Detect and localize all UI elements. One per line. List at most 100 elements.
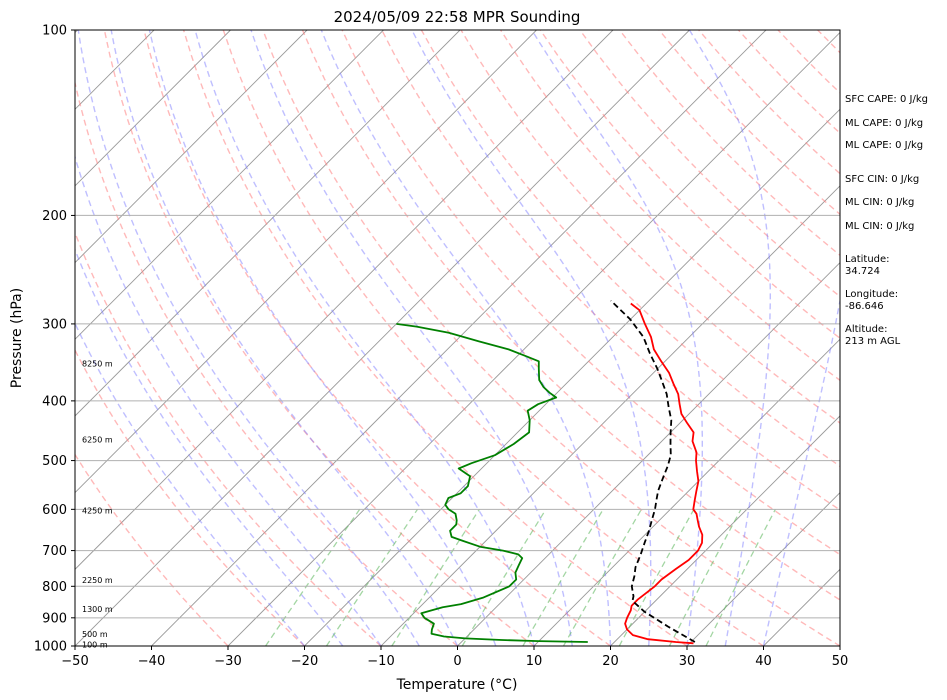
isotherm-line <box>75 30 384 340</box>
moist-adiabat <box>762 297 840 646</box>
sfc-cape-label: SFC CAPE: 0 J/kg <box>845 94 928 105</box>
moist-adiabat <box>250 30 573 646</box>
y-tick-label: 200 <box>42 209 67 224</box>
x-tick-label: 20 <box>602 654 619 669</box>
height-label: 6250 m <box>82 435 113 444</box>
height-labels: 100 m 500 m 1300 m 2250 m 4250 m 6250 m 8250 m <box>82 360 113 650</box>
y-axis-label: Pressure (hPa) <box>9 288 25 388</box>
height-label: 4250 m <box>82 507 113 516</box>
station-info: Latitude: 34.724 Longitude: -86.646 Alti… <box>845 254 901 347</box>
y-tick-label: 500 <box>42 454 67 469</box>
isotherm-line <box>75 30 537 494</box>
ml-cape-label: ML CAPE: 0 J/kg <box>845 118 923 129</box>
temperature-profile <box>624 302 704 645</box>
isotherm-line <box>151 30 767 646</box>
dry-adiabat <box>143 30 611 646</box>
parcel-path <box>610 299 696 643</box>
isotherm-line <box>533 338 840 646</box>
latitude-value: 34.724 <box>845 266 880 277</box>
plot-frame <box>74 29 841 647</box>
chart-title: 2024/05/09 22:58 MPR Sounding <box>334 8 581 26</box>
mixing-ratio-line <box>668 508 742 646</box>
moist-adiabat <box>531 30 703 646</box>
x-axis: −50 −40 −30 −20 −10 0 10 20 30 40 50 <box>61 646 848 669</box>
background-lines <box>0 30 840 646</box>
y-tick-label: 1000 <box>34 640 67 655</box>
dry-adiabat <box>75 348 305 646</box>
x-tick-label: 30 <box>679 654 696 669</box>
moist-adiabat <box>110 30 459 646</box>
isotherm-line <box>75 30 461 417</box>
height-label: 1300 m <box>82 605 113 614</box>
dry-adiabat <box>75 230 382 646</box>
x-tick-label: −20 <box>291 654 318 669</box>
x-tick-label: −50 <box>61 654 88 669</box>
mixing-ratio-line <box>461 508 547 646</box>
isotherm-line <box>610 415 840 646</box>
moist-adiabat <box>77 30 420 646</box>
x-tick-label: 0 <box>453 654 461 669</box>
isotherm-line <box>75 30 614 570</box>
height-label: 500 m <box>82 630 108 639</box>
dry-adiabat <box>75 80 458 646</box>
mixing-ratio-line <box>325 508 419 646</box>
isotherm-line <box>686 491 840 646</box>
moist-adiabat <box>75 247 344 646</box>
moist-adiabat <box>411 30 652 646</box>
ml-cin-label: ML CIN: 0 J/kg <box>845 197 914 208</box>
mixing-ratio-line <box>265 508 361 646</box>
ml-cin-label-2: ML CIN: 0 J/kg <box>845 221 914 232</box>
y-tick-label: 700 <box>42 544 67 559</box>
isotherm-line <box>75 30 690 646</box>
moist-adiabat <box>688 30 771 646</box>
y-tick-label: 400 <box>42 394 67 409</box>
altitude-label: Altitude: <box>845 324 887 335</box>
y-tick-label: 100 <box>42 24 67 39</box>
x-tick-label: 40 <box>755 654 772 669</box>
longitude-label: Longitude: <box>845 289 898 300</box>
isotherm-line <box>0 30 1 646</box>
stability-indices: SFC CAPE: 0 J/kg ML CAPE: 0 J/kg ML CAPE… <box>845 94 928 232</box>
y-tick-label: 300 <box>42 317 67 332</box>
moist-adiabat <box>194 30 535 646</box>
dry-adiabat <box>262 30 840 646</box>
latitude-label: Latitude: <box>845 254 890 265</box>
moist-adiabat <box>320 30 612 646</box>
pressure-grid <box>75 29 840 647</box>
y-axis: 100 200 300 400 500 600 700 800 900 1000 <box>34 24 75 655</box>
isotherm-line <box>457 261 840 646</box>
isotherm-line <box>75 30 308 264</box>
x-tick-label: −10 <box>367 654 394 669</box>
isotherm-line <box>227 31 840 646</box>
height-label: 8250 m <box>82 360 113 369</box>
mixing-ratio-line <box>618 508 695 646</box>
x-tick-label: 10 <box>526 654 543 669</box>
moist-adiabat <box>75 154 382 646</box>
dry-adiabat <box>579 30 840 298</box>
dry-adiabat <box>103 30 535 646</box>
dry-adiabat <box>222 30 764 646</box>
x-tick-label: −40 <box>138 654 165 669</box>
dry-adiabat <box>75 453 229 646</box>
mixing-ratio-line <box>705 508 776 646</box>
dewpoint-profile <box>396 323 588 643</box>
ml-cape-label-2: ML CAPE: 0 J/kg <box>845 140 923 151</box>
series-layer <box>396 299 704 645</box>
moist-adiabat <box>148 30 497 646</box>
mixing-ratio-line <box>562 508 642 646</box>
x-tick-label: −30 <box>214 654 241 669</box>
dry-adiabat <box>182 30 688 646</box>
y-tick-label: 600 <box>42 503 67 518</box>
mixing-ratio-line <box>522 508 604 646</box>
isotherm-line <box>380 185 840 646</box>
height-label: 100 m <box>82 641 108 650</box>
isotherm-line <box>304 108 840 646</box>
isotherm-line <box>75 30 231 187</box>
height-label: 2250 m <box>82 576 113 585</box>
y-tick-label: 900 <box>42 611 67 626</box>
y-tick-label: 800 <box>42 580 67 595</box>
altitude-value: 213 m AGL <box>845 336 901 347</box>
x-tick-label: 50 <box>832 654 849 669</box>
longitude-value: -86.646 <box>845 301 884 312</box>
